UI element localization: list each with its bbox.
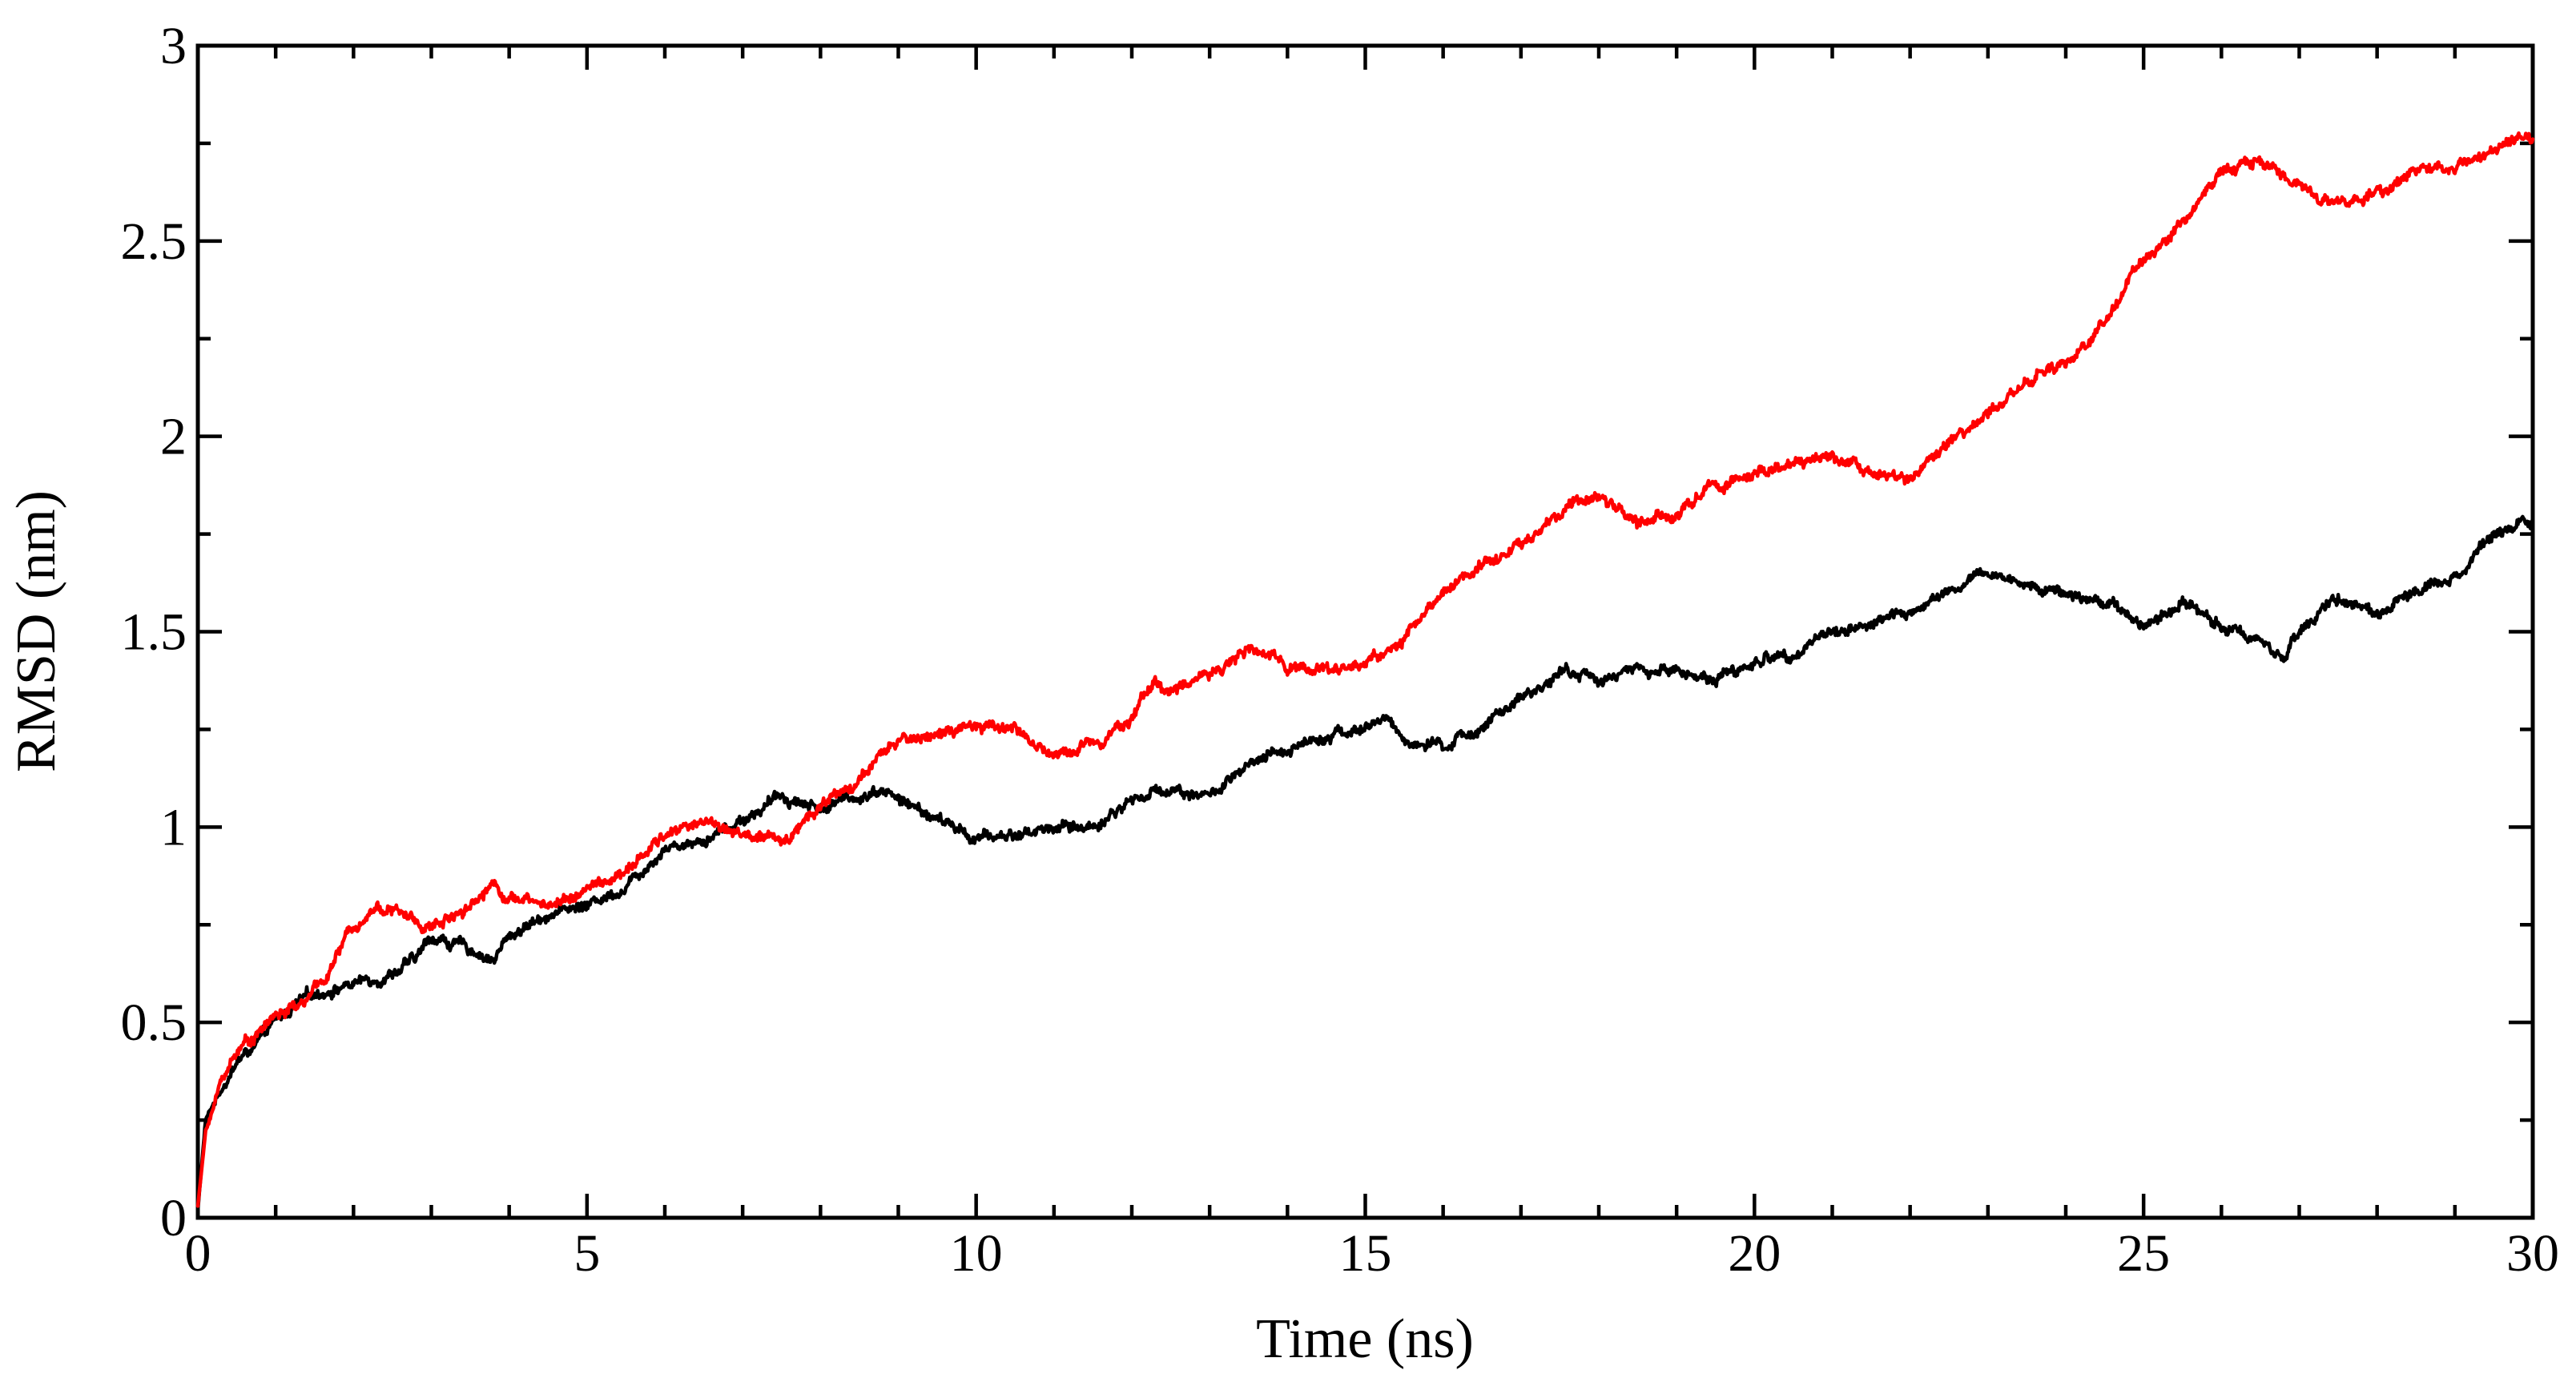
x-tick-label: 10 (950, 1224, 1003, 1283)
y-axis-title: RMSD (nm) (6, 490, 67, 772)
y-tick-label: 0.5 (121, 993, 187, 1052)
series-lines (195, 131, 2535, 1212)
y-tick-label: 0 (160, 1189, 187, 1247)
x-axis-title: Time (ns) (1256, 1308, 1474, 1370)
x-tick-label: 15 (1339, 1224, 1392, 1283)
y-tick-label: 1 (160, 798, 187, 856)
x-tick-label: 5 (574, 1224, 600, 1283)
y-tick-label: 2.5 (121, 212, 187, 271)
y-tick-label: 1.5 (121, 603, 187, 662)
x-tick-label: 25 (2117, 1224, 2170, 1283)
tick-labels: 0 5 10 15 20 25 30 0 0.5 1 1.5 2 2.5 3 (121, 17, 2560, 1283)
x-tick-label: 0 (185, 1224, 211, 1283)
x-tick-label: 20 (1728, 1224, 1781, 1283)
tick-marks (195, 43, 2535, 1220)
y-tick-label: 3 (160, 17, 187, 75)
series-0-line (195, 514, 2535, 1212)
series-1-line (195, 131, 2535, 1208)
x-tick-label: 30 (2506, 1224, 2559, 1283)
y-tick-label: 2 (160, 408, 187, 466)
